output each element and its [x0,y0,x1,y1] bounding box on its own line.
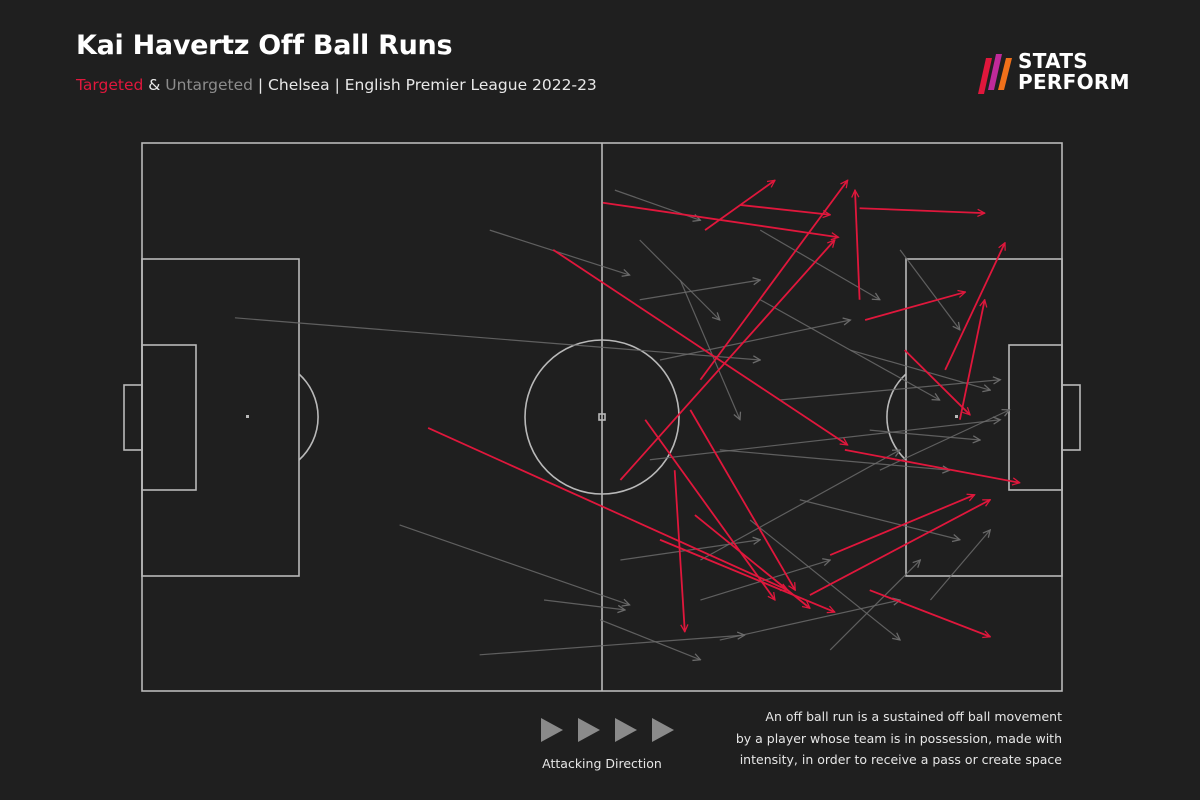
run-arrow [639,239,720,320]
run-arrow [855,190,861,300]
logo-slash [988,54,1002,90]
run-arrow [929,530,990,601]
note-line: intensity, in order to receive a pass or… [739,752,1062,767]
direction-arrows [541,718,674,742]
direction-triangle [578,718,600,742]
run-arrow [958,300,985,420]
direction-triangle [652,718,674,742]
run-arrow [829,495,974,556]
logo-slash [978,58,992,94]
penalty-spot [246,415,249,418]
run-arrow [620,540,760,561]
run-arrow [719,600,900,641]
run-arrow [489,229,630,275]
run-arrow [234,317,760,360]
run-arrow [399,524,630,605]
run-arrow [689,409,796,590]
penalty-box [141,258,300,577]
logo-slash [998,58,1012,90]
runs [234,180,1020,660]
centre-circle [524,339,680,495]
run-arrow [869,589,991,637]
centre-spot [598,413,606,421]
six-yard-box [141,344,197,491]
run-arrow [599,619,700,660]
run-arrow [427,427,788,590]
run-arrow [809,498,990,596]
run-arrow [749,519,900,640]
run-arrow [659,538,835,612]
run-arrow [659,320,850,361]
run-arrow [673,470,685,632]
legend-entry: Targeted [76,76,144,94]
chart-subtitle: Targeted & Untargeted | Chelsea | Englis… [76,76,597,94]
run-arrow [759,229,880,300]
note-line: An off ball run is a sustained off ball … [765,709,1062,724]
goal [123,384,143,451]
run-arrow [879,410,1010,471]
subtitle-joiner: & [148,76,161,94]
run-arrow [699,180,847,381]
run-arrow [649,420,1001,461]
direction-triangle [615,718,637,742]
run-arrow [679,279,740,420]
run-arrow [619,240,834,481]
run-arrow [644,419,775,600]
run-arrow [864,292,965,321]
note: An off ball run is a sustained off ball … [736,706,1062,771]
run-arrow [543,599,625,610]
note-line: by a player whose team is in possession,… [735,730,1062,746]
run-arrow [904,349,970,415]
penalty-spot [955,415,958,418]
run-arrow [844,448,1020,483]
direction-triangle [541,718,563,742]
direction-label: Attacking Direction [542,756,662,771]
subtitle-text: | Chelsea | English Premier League 2022-… [257,76,597,94]
run-arrow [899,249,960,330]
run-arrow [639,280,761,301]
run-arrow [799,499,960,540]
run-arrow [829,560,920,651]
chart-title: Kai Havertz Off Ball Runs [76,30,453,61]
run-arrow [552,249,847,445]
pitch-lines [123,142,1081,692]
logo-text: STATS PERFORM [1018,51,1130,93]
run-series [427,180,1020,637]
logo-line: STATS [1018,49,1088,73]
run-arrow [719,449,950,470]
run-arrow [944,243,1005,371]
run-arrow [869,429,980,440]
run-arrow [739,204,830,215]
logo-mark [978,54,1012,94]
run-arrow [479,635,745,656]
run-arrow [859,207,985,213]
penalty-arc [298,373,319,461]
legend-entry: Untargeted [165,76,253,94]
logo-line: PERFORM [1018,70,1130,94]
run-arrow [694,514,810,608]
run-series [234,189,1010,660]
run-arrow [759,299,939,400]
six-yard-box [1008,344,1063,491]
goal [1061,384,1081,451]
penalty-arc [886,373,907,461]
